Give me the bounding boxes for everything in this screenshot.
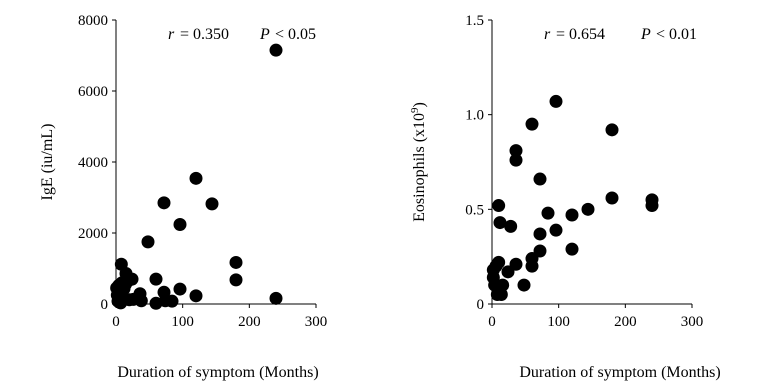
ige-y-tick-label: 6000 [78, 84, 108, 100]
eos-data-point [541, 206, 555, 220]
eos-data-point [504, 219, 518, 233]
ige-y-axis-title: IgE (iu/mL) [39, 124, 56, 201]
eos-annotation-p-value: < 0.01 [656, 26, 697, 43]
eos-data-point [533, 227, 547, 241]
eos-x-tick-label: 200 [614, 314, 637, 330]
ige-y-tick-label: 4000 [78, 155, 108, 171]
eos-data-point [533, 244, 547, 258]
ige-data-point [229, 255, 243, 269]
ige-data-point [165, 294, 179, 308]
eos-y-axis-title-close: ) [411, 102, 428, 107]
ige-data-point [157, 196, 171, 210]
ige-data-point [149, 272, 163, 286]
ige-y-tick-label: 8000 [78, 13, 108, 29]
eos-data-point [509, 153, 523, 167]
ige-annotation-r-label: r [168, 26, 175, 43]
eos-x-tick-label: 300 [681, 314, 704, 330]
eos-x-axis-title: Duration of symptom (Months) [519, 364, 720, 381]
eos-y-tick-label: 1.0 [465, 108, 484, 124]
eos-y-tick-label: 0.5 [465, 202, 484, 218]
ige-points [110, 43, 283, 310]
eos-data-point [525, 117, 539, 131]
eos-data-point [509, 144, 523, 158]
eos-data-point [496, 278, 510, 292]
eos-data-point [525, 259, 539, 273]
ige-data-point [125, 272, 139, 286]
ige-annotation-r-value: = 0.350 [180, 26, 229, 43]
ige-y-tick-label: 2000 [78, 226, 108, 242]
eos-y-tick-label: 0 [477, 297, 485, 313]
eos-data-point [565, 208, 579, 222]
eos-data-point [605, 191, 619, 205]
ige-x-axis-title: Duration of symptom (Months) [117, 364, 318, 381]
eos-data-point [494, 288, 508, 302]
ige-data-point [189, 289, 203, 303]
ige-data-point [134, 294, 148, 308]
eos-annotation-r-label: r [544, 26, 551, 43]
ige-data-point [229, 273, 243, 287]
eos-data-point [549, 223, 563, 237]
eos-annotation-r-value: = 0.654 [556, 26, 605, 43]
eos-ticks: 0 100 200 300 0 0.5 1.0 1.5 [465, 13, 703, 330]
eos-data-point [645, 199, 659, 213]
eos-x-tick-label: 100 [547, 314, 570, 330]
ige-data-point [173, 217, 187, 231]
ige-x-tick-label: 100 [171, 314, 194, 330]
ige-x-tick-label: 0 [112, 314, 120, 330]
eos-data-point [533, 172, 547, 186]
eos-annotation-p-label: P [640, 26, 651, 43]
ige-annotation-p-value: < 0.05 [275, 26, 316, 43]
eos-data-point [581, 202, 595, 216]
ige-data-point [269, 291, 283, 305]
eos-y-axis-title: Eosinophils (x109) [409, 102, 428, 222]
ige-data-point [141, 235, 155, 249]
eos-data-point [565, 242, 579, 256]
ige-data-point [205, 197, 219, 211]
eos-points [486, 94, 659, 302]
ige-ticks: 0 100 200 300 0 2000 4000 6000 8000 [78, 13, 327, 330]
eos-data-point [492, 255, 506, 269]
eos-y-axis-title-main: Eosinophils (x10 [411, 113, 428, 222]
eos-y-axis-title-sup: 9 [409, 107, 421, 113]
ige-data-point [269, 43, 283, 57]
ige-x-tick-label: 300 [305, 314, 328, 330]
eos-data-point [509, 257, 523, 271]
eos-data-point [493, 216, 507, 230]
eos-data-point [549, 94, 563, 108]
eos-data-point [517, 278, 531, 292]
eos-x-tick-label: 0 [488, 314, 496, 330]
eos-data-point [605, 123, 619, 137]
eos-y-tick-label: 1.5 [465, 13, 484, 29]
ige-annotation-p-label: P [259, 26, 270, 43]
eos-data-point [492, 199, 506, 213]
ige-data-point [173, 282, 187, 296]
ige-x-tick-label: 200 [238, 314, 261, 330]
ige-y-tick-label: 0 [101, 297, 109, 313]
ige-data-point [189, 171, 203, 185]
